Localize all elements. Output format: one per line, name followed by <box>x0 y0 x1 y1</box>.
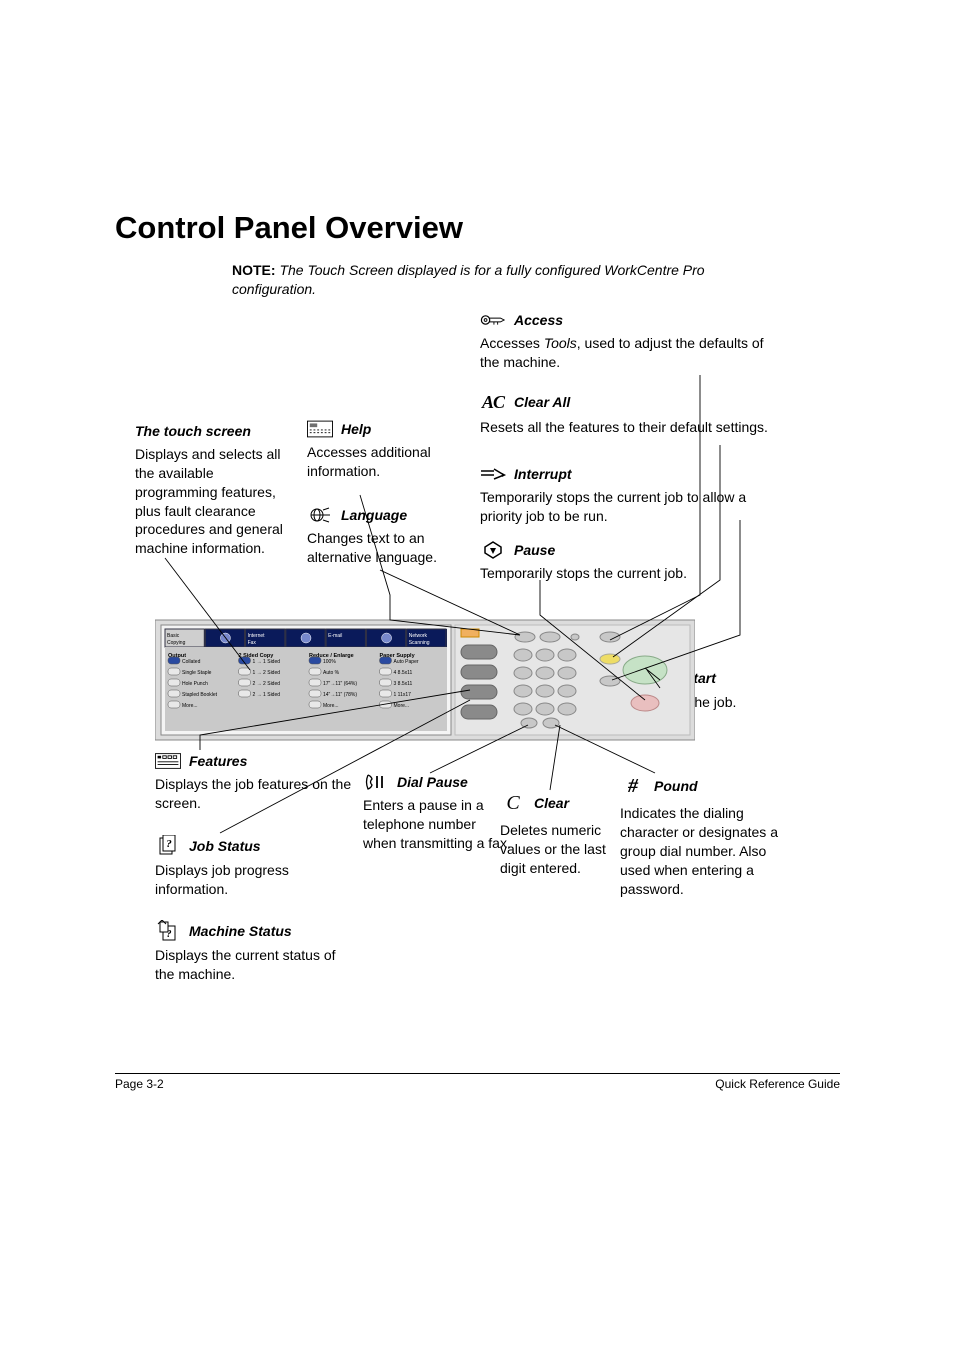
callout-clear: C Clear Deletes numeric values or the la… <box>500 790 615 878</box>
page-footer: Page 3-2 Quick Reference Guide <box>115 1073 840 1091</box>
clear-all-icon: AC <box>480 390 506 414</box>
job-status-title: Job Status <box>189 837 261 856</box>
svg-text:Copying: Copying <box>167 640 186 646</box>
footer-right: Quick Reference Guide <box>715 1077 840 1091</box>
svg-text:More...: More... <box>323 703 339 709</box>
machine-status-icon: ? <box>155 920 181 942</box>
pause-title: Pause <box>514 541 555 560</box>
language-body: Changes text to an alternative language. <box>307 529 447 567</box>
svg-text:More...: More... <box>394 703 410 709</box>
svg-text:Hole Punch: Hole Punch <box>182 681 208 687</box>
control-panel-illustration: BasicCopying InternetFax E-mail NetworkScan… <box>155 615 695 745</box>
callout-help: Help Accesses additional information. <box>307 420 447 481</box>
clear-body: Deletes numeric values or the last digit… <box>500 821 615 878</box>
job-status-icon: ? <box>155 835 181 857</box>
clear-icon: C <box>500 790 526 817</box>
callout-language: Language Changes text to an alternative … <box>307 506 447 567</box>
pause-body: Temporarily stops the current job. <box>480 564 780 583</box>
callout-interrupt: Interrupt Temporarily stops the current … <box>480 465 780 526</box>
svg-text:Basic: Basic <box>167 633 180 639</box>
language-title: Language <box>341 506 407 525</box>
svg-text:Internet: Internet <box>248 633 266 639</box>
clear-all-body: Resets all the features to their default… <box>480 418 780 437</box>
interrupt-icon <box>480 467 506 481</box>
machine-status-body: Displays the current status of the machi… <box>155 946 355 984</box>
svg-text:3 8.5x11: 3 8.5x11 <box>394 681 413 687</box>
callout-clear-all: AC Clear All Resets all the features to … <box>480 390 780 437</box>
svg-text:100%: 100% <box>323 659 336 665</box>
touch-screen-body: Displays and selects all the available p… <box>135 445 295 558</box>
svg-text:Single Staple: Single Staple <box>182 670 212 676</box>
svg-text:1 11x17: 1 11x17 <box>394 692 412 698</box>
interrupt-title: Interrupt <box>514 465 572 484</box>
callout-pause: Pause Temporarily stops the current job. <box>480 540 780 583</box>
svg-text:17"→11" (64%): 17"→11" (64%) <box>323 681 357 687</box>
help-icon <box>307 420 333 438</box>
svg-text:Fax: Fax <box>248 640 257 646</box>
svg-text:E-mail: E-mail <box>328 633 342 639</box>
svg-text:Network: Network <box>409 633 428 639</box>
svg-text:Auto Paper: Auto Paper <box>394 659 419 665</box>
svg-text:4 8.5x11: 4 8.5x11 <box>394 670 413 676</box>
svg-text:1 → 2 Sided: 1 → 2 Sided <box>253 670 281 676</box>
callout-pound: # Pound Indicates the dialing character … <box>620 773 795 898</box>
features-title: Features <box>189 752 247 771</box>
dial-pause-body: Enters a pause in a telephone number whe… <box>363 796 513 853</box>
pound-body: Indicates the dialing character or desig… <box>620 804 795 898</box>
clear-all-title: Clear All <box>514 393 570 412</box>
svg-text:More...: More... <box>182 703 198 709</box>
pound-icon: # <box>620 773 646 800</box>
dial-pause-title: Dial Pause <box>397 773 468 792</box>
dial-pause-icon <box>363 773 389 791</box>
clear-title: Clear <box>534 794 569 813</box>
svg-text:2 → 2 Sided: 2 → 2 Sided <box>253 681 281 687</box>
interrupt-body: Temporarily stops the current job to all… <box>480 488 780 526</box>
access-icon <box>480 313 506 327</box>
svg-text:?: ? <box>167 929 172 940</box>
features-icon <box>155 752 181 770</box>
svg-text:14"→11" (78%): 14"→11" (78%) <box>323 692 357 698</box>
access-body: Accesses Tools, used to adjust the defau… <box>480 334 780 372</box>
footer-left: Page 3-2 <box>115 1077 164 1091</box>
page-title: Control Panel Overview <box>115 210 463 246</box>
pause-icon <box>480 540 506 560</box>
note-block: NOTE: The Touch Screen displayed is for … <box>232 261 782 299</box>
callout-machine-status: ? Machine Status Displays the current st… <box>155 920 355 984</box>
machine-status-title: Machine Status <box>189 922 292 941</box>
svg-text:Auto %: Auto % <box>323 670 340 676</box>
help-title: Help <box>341 420 371 439</box>
svg-text:1 → 1 Sided: 1 → 1 Sided <box>253 659 281 665</box>
svg-text:Scanning: Scanning <box>409 640 430 646</box>
svg-text:2 → 1 Sided: 2 → 1 Sided <box>253 692 281 698</box>
touch-screen-title: The touch screen <box>135 422 251 441</box>
callout-features: Features Displays the job features on th… <box>155 752 355 813</box>
svg-text:Collated: Collated <box>182 659 201 665</box>
note-label: NOTE: <box>232 262 276 278</box>
control-panel-svg: BasicCopying InternetFax E-mail NetworkScan… <box>155 615 695 745</box>
job-status-body: Displays job progress information. <box>155 861 355 899</box>
language-icon <box>307 506 333 524</box>
svg-text:?: ? <box>166 838 172 850</box>
callout-access: Access Accesses Tools, used to adjust th… <box>480 311 780 372</box>
access-title: Access <box>514 311 563 330</box>
note-body: The Touch Screen displayed is for a full… <box>232 262 705 297</box>
callout-job-status: ? Job Status Displays job progress infor… <box>155 835 355 899</box>
callout-touch-screen: The touch screen Displays and selects al… <box>135 422 295 558</box>
help-body: Accesses additional information. <box>307 443 447 481</box>
features-body: Displays the job features on the screen. <box>155 775 355 813</box>
callout-dial-pause: Dial Pause Enters a pause in a telephone… <box>363 773 513 853</box>
pound-title: Pound <box>654 777 698 796</box>
svg-text:Stapled Booklet: Stapled Booklet <box>182 692 218 698</box>
